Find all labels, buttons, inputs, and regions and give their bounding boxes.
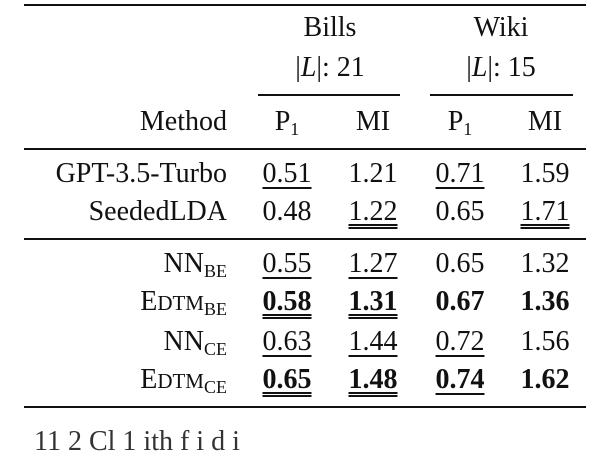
bottom-rule xyxy=(24,406,586,408)
cell-bills-p1: 0.58 xyxy=(262,286,312,317)
method-name: NNBE xyxy=(163,248,227,281)
wiki-label-count: |L|: 15 xyxy=(466,52,536,83)
method-name: NNCE xyxy=(163,326,227,359)
cell-wiki-mi: 1.36 xyxy=(520,286,570,317)
cell-wiki-p1: 0.67 xyxy=(435,286,485,317)
method-name: SeededLDA xyxy=(88,196,227,227)
cell-bills-mi: 1.48 xyxy=(348,364,398,395)
cell-bills-mi: 1.22 xyxy=(348,196,398,227)
cell-wiki-mi: 1.71 xyxy=(520,196,570,227)
bills-header: Bills xyxy=(303,12,357,43)
cell-wiki-p1: 0.65 xyxy=(435,248,485,279)
cell-wiki-mi: 1.62 xyxy=(520,364,570,395)
cell-wiki-p1: 0.71 xyxy=(435,158,485,189)
group-separator-rule xyxy=(24,238,586,240)
wiki-mi-header: MI xyxy=(527,106,563,137)
cell-bills-p1: 0.51 xyxy=(262,158,312,189)
caption-fragment: 11 2 Cl 1 ith f i d i xyxy=(34,426,240,457)
wiki-p1-header: P1 xyxy=(447,106,473,139)
bills-p1-header: P1 xyxy=(274,106,300,139)
cell-bills-mi: 1.21 xyxy=(348,158,398,189)
method-column-header: Method xyxy=(139,106,227,137)
cell-bills-p1: 0.55 xyxy=(262,248,312,279)
cell-wiki-mi: 1.56 xyxy=(520,326,570,357)
top-rule xyxy=(24,4,586,6)
method-name: GPT-3.5-Turbo xyxy=(55,158,227,189)
method-name: EDTMBE xyxy=(140,286,227,319)
bills-label-count: |L|: 21 xyxy=(295,52,365,83)
cell-wiki-p1: 0.74 xyxy=(435,364,485,395)
cell-wiki-mi: 1.59 xyxy=(520,158,570,189)
cell-wiki-p1: 0.72 xyxy=(435,326,485,357)
cell-wiki-mi: 1.32 xyxy=(520,248,570,279)
wiki-group-rule xyxy=(430,94,573,96)
header-rule xyxy=(24,148,586,150)
bills-group-rule xyxy=(258,94,400,96)
cell-bills-mi: 1.27 xyxy=(348,248,398,279)
cell-bills-p1: 0.65 xyxy=(262,364,312,395)
wiki-header: Wiki xyxy=(473,12,529,43)
cell-bills-p1: 0.48 xyxy=(262,196,312,227)
cell-wiki-p1: 0.65 xyxy=(435,196,485,227)
bills-mi-header: MI xyxy=(355,106,391,137)
cell-bills-p1: 0.63 xyxy=(262,326,312,357)
method-name: EDTMCE xyxy=(140,364,227,397)
cell-bills-mi: 1.31 xyxy=(348,286,398,317)
cell-bills-mi: 1.44 xyxy=(348,326,398,357)
